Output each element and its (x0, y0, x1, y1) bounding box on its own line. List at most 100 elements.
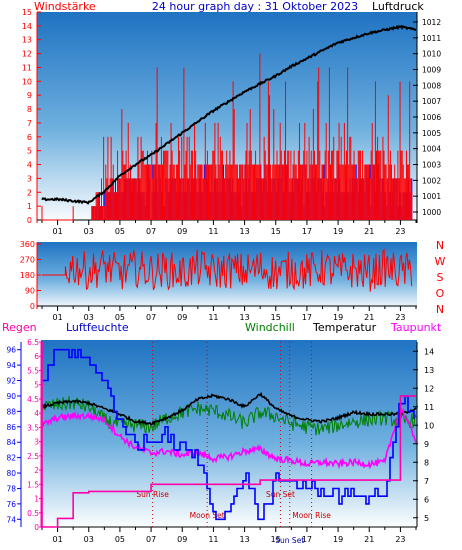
hour-label: 05 (115, 535, 125, 544)
pressure-tick-label: 1008 (422, 81, 441, 90)
temperature-line (41, 391, 417, 426)
direction-tick-label: 270 (20, 256, 35, 265)
hour-label: 17 (302, 535, 312, 544)
hour-label: 15 (271, 227, 281, 236)
temp-tick-label: 11 (424, 403, 434, 412)
hour-label: 11 (208, 313, 218, 322)
hour-label: 15 (271, 535, 281, 544)
humidity-tick-label: 88 (6, 407, 16, 416)
wind-tick-label: 0 (27, 216, 32, 225)
compass-label: O (436, 287, 445, 300)
rain-tick-label: 3.5 (27, 423, 39, 432)
wind-tick-label: 10 (22, 77, 32, 86)
wind-tick-label: 5 (27, 147, 32, 156)
compass-label: S (437, 271, 444, 284)
windchill-line (41, 396, 417, 436)
hour-label: 03 (84, 535, 94, 544)
rain-tick-label: 4 (34, 409, 39, 418)
direction-tick-label: 180 (20, 271, 35, 280)
wind-tick-label: 14 (22, 22, 32, 31)
direction-line (42, 248, 413, 292)
wind-tick-label: 15 (22, 8, 32, 17)
direction-tick-label: 360 (20, 240, 35, 249)
hour-label: 23 (395, 227, 405, 236)
pressure-tick-label: 1002 (422, 176, 441, 185)
rain-tick-label: 2.5 (27, 452, 39, 461)
hour-label: 19 (333, 313, 343, 322)
pressure-axis-title: Luftdruck (372, 0, 424, 13)
bottom-panel-background (41, 340, 417, 528)
humidity-tick-label: 78 (6, 484, 16, 493)
astro-label: Sun Rise (136, 490, 169, 499)
legend-item: Taupunkt (390, 321, 442, 334)
temp-tick-label: 5 (424, 514, 429, 523)
pressure-tick-label: 1011 (422, 34, 441, 43)
hour-label: 01 (52, 313, 62, 322)
dewpoint-line (41, 407, 417, 470)
pressure-tick-label: 1000 (422, 208, 441, 217)
hour-label: 11 (208, 535, 218, 544)
wind-tick-label: 13 (22, 36, 32, 45)
hour-label: 23 (395, 535, 405, 544)
rain-line (41, 342, 416, 528)
astro-label: Sun Set (275, 536, 304, 545)
wind-bars (41, 53, 413, 221)
hour-label: 07 (146, 535, 156, 544)
hour-label: 07 (146, 313, 156, 322)
humidity-line (42, 348, 415, 521)
compass-label: N (436, 239, 444, 252)
temp-tick-label: 9 (424, 440, 429, 449)
hour-label: 23 (395, 313, 405, 322)
astro-label: Sun Set (266, 490, 295, 499)
humidity-tick-label: 86 (6, 423, 16, 432)
hour-label: 09 (177, 535, 187, 544)
legend-item: Temperatur (312, 321, 377, 334)
legend-item: Windchill (245, 321, 295, 334)
rain-tick-label: 5 (34, 381, 39, 390)
humidity-tick-label: 76 (6, 500, 16, 509)
hour-label: 07 (146, 227, 156, 236)
hour-label: 01 (52, 535, 62, 544)
direction-panel-series (42, 248, 413, 292)
hour-label: 19 (333, 535, 343, 544)
rain-tick-label: 6.5 (27, 338, 39, 347)
hour-label: 17 (302, 313, 312, 322)
direction-tick-label: 90 (25, 287, 35, 296)
bottom-panel-axes: 74767880828486889092949600.511.522.533.5… (6, 338, 434, 545)
wind-tick-label: 1 (27, 202, 32, 211)
temp-tick-label: 12 (424, 384, 434, 393)
rain-tick-label: 5.5 (27, 366, 39, 375)
pressure-tick-label: 1009 (422, 66, 441, 75)
pressure-tick-label: 1007 (422, 97, 441, 106)
pressure-tick-label: 1012 (422, 18, 441, 27)
temp-tick-label: 13 (424, 366, 434, 375)
humidity-tick-label: 92 (6, 377, 16, 386)
wind-axis-title: Windstärke (34, 0, 96, 13)
temp-tick-label: 6 (424, 495, 429, 504)
hour-label: 05 (115, 227, 125, 236)
temp-tick-label: 10 (424, 421, 434, 430)
top-panel-series (41, 24, 416, 221)
pressure-tick-label: 1003 (422, 161, 441, 170)
temp-tick-label: 8 (424, 458, 429, 467)
hour-label: 03 (84, 313, 94, 322)
hour-label: 15 (271, 313, 281, 322)
wind-tick-label: 4 (27, 161, 32, 170)
temp-tick-label: 14 (424, 347, 434, 356)
rain-tick-label: 1 (34, 495, 39, 504)
humidity-tick-label: 80 (6, 469, 16, 478)
pressure-tick-label: 1004 (422, 145, 441, 154)
direction-tick-label: 0 (30, 302, 35, 311)
bottom-panel-series (41, 342, 417, 528)
hour-label: 13 (239, 535, 249, 544)
humidity-tick-label: 94 (6, 361, 16, 370)
legend-item: Luftfeuchte (66, 321, 129, 334)
pressure-tick-label: 1006 (422, 113, 441, 122)
astro-label: Moon Set (190, 511, 225, 520)
hour-label: 09 (177, 227, 187, 236)
hour-label: 05 (115, 313, 125, 322)
pressure-tick-label: 1010 (422, 50, 441, 59)
astro-label: Moon Rise (292, 511, 331, 520)
